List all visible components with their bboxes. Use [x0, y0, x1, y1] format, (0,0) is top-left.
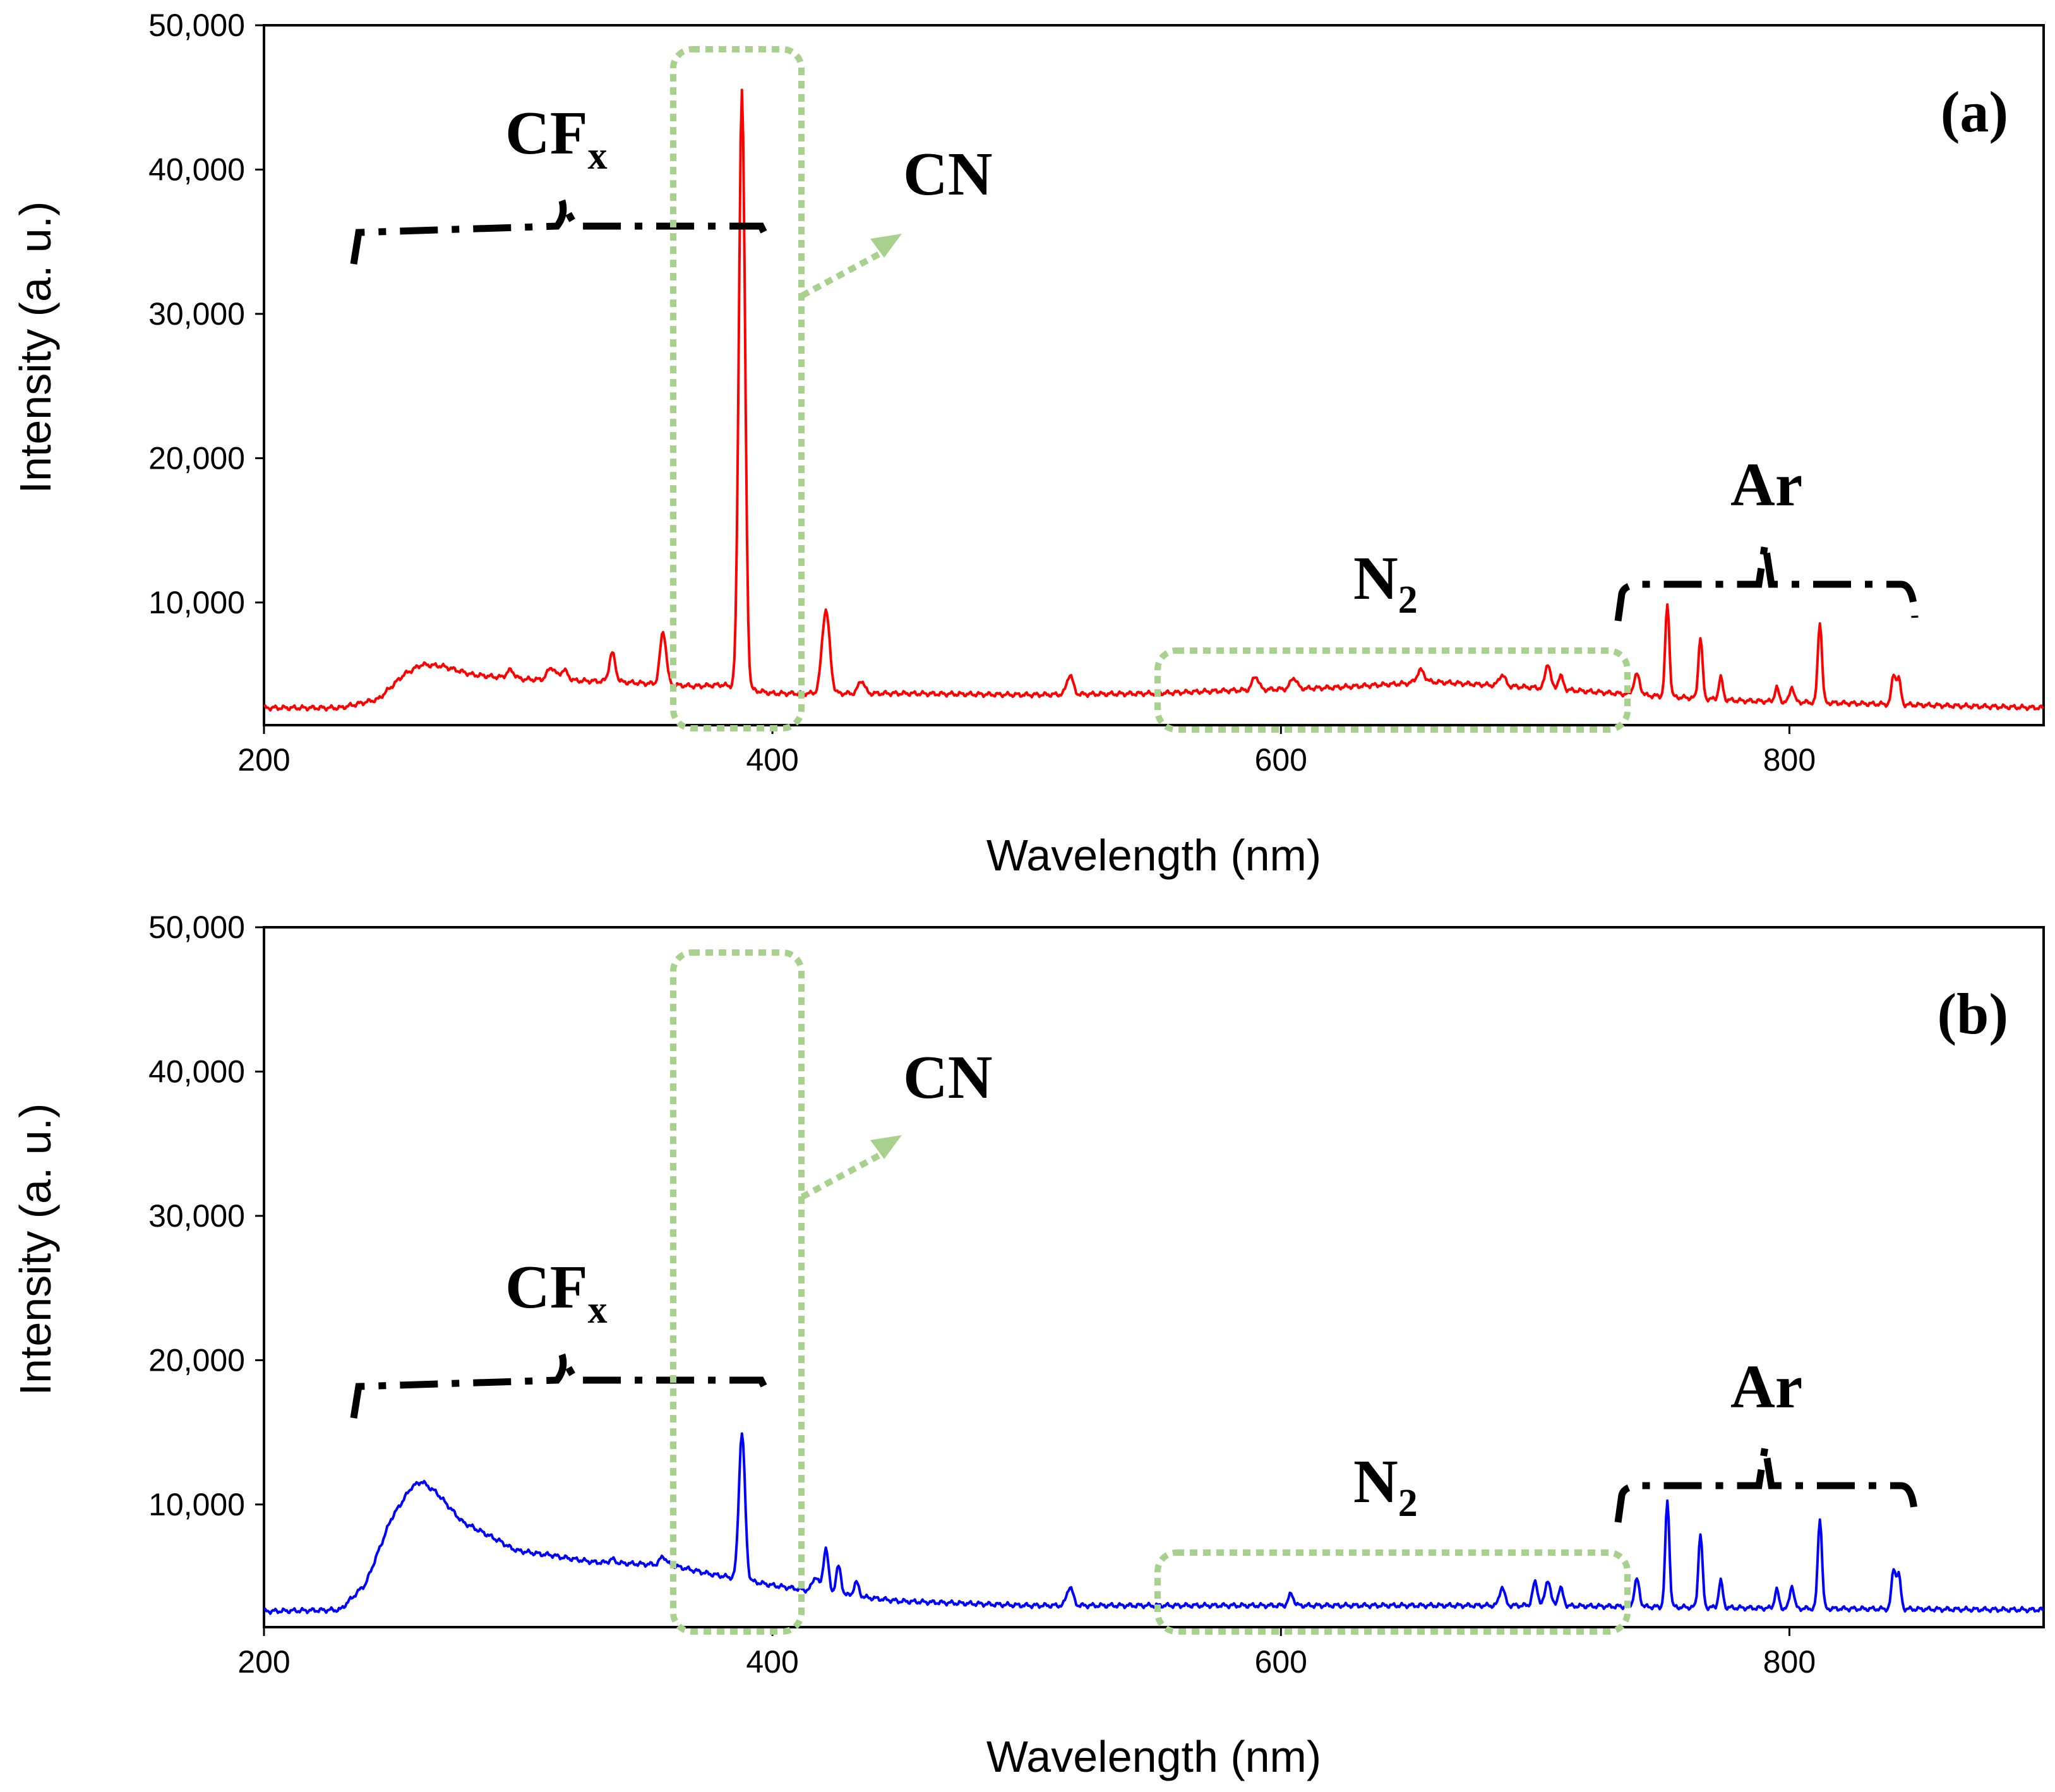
panel-b-n2-main: N: [1353, 1448, 1398, 1516]
panel-b-y-tick-label: 40,000: [148, 1054, 245, 1089]
panel-b-cfx-annotation: CFx: [505, 1253, 608, 1332]
panel-a-y-tick-label: 30,000: [148, 296, 245, 332]
panel-b-label: (b): [1938, 982, 2008, 1046]
panel-a-cn-arrow: [800, 248, 886, 299]
panel-b-spectrum-line: [263, 1432, 2044, 1615]
panel-b-ar-annotation: Ar: [1730, 1353, 1802, 1421]
panel-b-cn-annotation: CN: [903, 1043, 993, 1112]
panel-a-y-tick-label: 10,000: [148, 585, 245, 620]
panel-a-y-tick-label: 40,000: [148, 152, 245, 187]
panel-b-plot-frame: [263, 926, 2045, 1628]
panel-a-cn-highlight-box: [670, 46, 805, 731]
panel-b-cn-highlight-box: [670, 949, 805, 1635]
panel-b-y-tick-label: 10,000: [148, 1487, 245, 1522]
panel-a-n2-main: N: [1353, 544, 1398, 613]
panel-b-axis-ticks: 200 400 600 800 10,000 20,000 30,000 40,000 50,0…: [148, 910, 1816, 1680]
panel-a-ar-bracket: [1614, 543, 1919, 622]
panel-a-y-tick-label: 50,000: [148, 8, 245, 43]
panel-b-n2-highlight-box: [1154, 1549, 1631, 1635]
panel-b-cn-arrow: [800, 1150, 886, 1200]
panel-a-x-tick-label: 200: [237, 742, 290, 778]
panel-b-y-tick-label: 20,000: [148, 1342, 245, 1378]
panel-b-x-tick-label: 400: [746, 1644, 798, 1680]
panel-a-y-axis-label: Intensity (a. u.): [11, 201, 60, 494]
panel-a-n2-subscript: 2: [1398, 579, 1418, 622]
panel-b-cfx-bracket: [350, 1353, 770, 1419]
panel-b-cfx-main: CF: [505, 1253, 588, 1321]
panel-b-x-axis-label: Wavelength (nm): [986, 1732, 1321, 1781]
panel-b-y-axis-label: Intensity (a. u.): [11, 1103, 60, 1396]
panel-a-axis-ticks: 200 400 600 800 10,000 20,000 30,000 40,000 50,0…: [148, 8, 1816, 778]
panel-a-cn-arrow-head: [870, 234, 902, 258]
panel-a-x-tick-label: 800: [1763, 742, 1816, 778]
panel-b-n2-annotation: N2: [1353, 1448, 1418, 1525]
panel-a-cfx-bracket: [350, 199, 770, 265]
panel-a-spectrum-line: [263, 88, 2044, 712]
panel-b-n2-subscript: 2: [1398, 1482, 1418, 1525]
panel-b-ar-bracket: [1614, 1446, 1919, 1523]
panel-b-x-tick-label: 600: [1255, 1644, 1307, 1680]
panel-a-x-tick-label: 600: [1255, 742, 1307, 778]
panel-a-cfx-subscript: x: [588, 135, 608, 177]
panel-b-x-tick-label: 800: [1763, 1644, 1816, 1680]
panel-b-y-tick-label: 30,000: [148, 1198, 245, 1234]
panel-a-plot-frame: [263, 24, 2045, 726]
panel-a-cfx-main: CF: [505, 99, 588, 167]
panel-b-cfx-subscript: x: [588, 1289, 608, 1332]
panel-a-cfx-annotation: CFx: [505, 99, 608, 177]
panel-a-n2-highlight-box: [1154, 647, 1631, 733]
panel-b-x-tick-label: 200: [237, 1644, 290, 1680]
panel-a-y-tick-label: 20,000: [148, 440, 245, 476]
panel-a-chart: 200 400 600 800 10,000 20,000 30,000 40,000 50,0…: [11, 8, 2045, 880]
panel-b-cn-arrow-head: [870, 1135, 902, 1159]
panel-a-cn-annotation: CN: [903, 140, 993, 208]
panel-b-y-tick-label: 50,000: [148, 910, 245, 945]
panel-a-x-axis-label: Wavelength (nm): [986, 831, 1321, 880]
panel-a-n2-annotation: N2: [1353, 544, 1418, 622]
panel-a-label: (a): [1941, 80, 2008, 144]
panel-a-ar-annotation: Ar: [1730, 451, 1802, 519]
panel-b-chart: 200 400 600 800 10,000 20,000 30,000 40,000 50,0…: [11, 910, 2045, 1781]
panel-a-x-tick-label: 400: [746, 742, 798, 778]
